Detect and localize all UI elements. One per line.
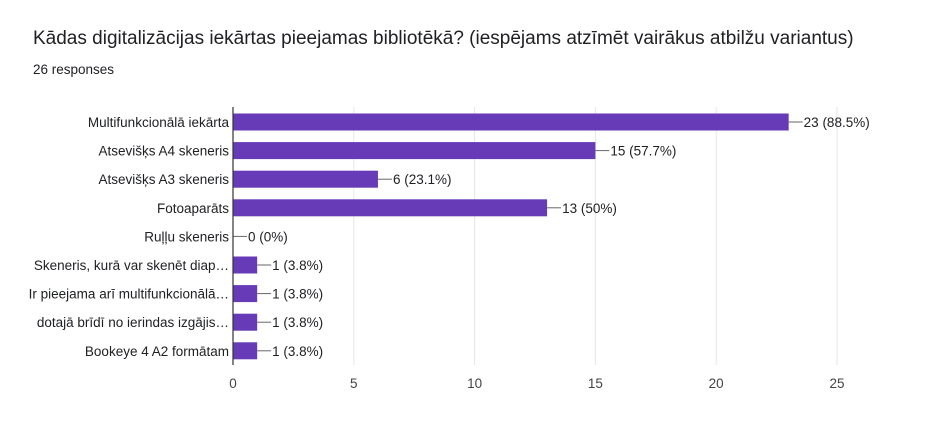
data-label: 15 (57.7%) xyxy=(610,144,676,159)
category-label: Bookeye 4 A2 formātam xyxy=(85,344,229,359)
chart-title: Kādas digitalizācijas iekārtas pieejamas… xyxy=(33,28,854,49)
category-label: Ir pieejama arī multifunkcionālā… xyxy=(29,287,229,302)
bar xyxy=(233,142,596,160)
category-label: Fotoaparāts xyxy=(157,201,229,216)
response-count: 26 responses xyxy=(33,62,115,77)
x-tick-label: 0 xyxy=(229,376,237,391)
data-label: 13 (50%) xyxy=(562,201,617,216)
bar xyxy=(233,170,378,188)
x-tick-label: 5 xyxy=(350,376,358,391)
x-tick-label: 15 xyxy=(588,376,603,391)
bar xyxy=(233,113,789,131)
bar xyxy=(233,342,258,360)
data-label: 0 (0%) xyxy=(248,229,288,244)
data-label: 1 (3.8%) xyxy=(272,315,323,330)
bar xyxy=(233,285,258,303)
data-label: 6 (23.1%) xyxy=(393,172,452,187)
x-tick-label: 25 xyxy=(829,376,844,391)
data-label: 1 (3.8%) xyxy=(272,258,323,273)
data-label: 1 (3.8%) xyxy=(272,287,323,302)
data-label: 23 (88.5%) xyxy=(804,115,870,130)
category-label: Multifunkcionālā iekārta xyxy=(88,115,230,130)
x-tick-label: 20 xyxy=(709,376,724,391)
category-label: dotajā brīdī no ierindas izgājis… xyxy=(37,315,229,330)
category-label: Ruļļu skeneris xyxy=(144,229,229,244)
x-tick-label: 10 xyxy=(467,376,482,391)
bar xyxy=(233,199,548,217)
category-label: Skeneris, kurā var skenēt diap… xyxy=(34,258,229,273)
data-label: 1 (3.8%) xyxy=(272,344,323,359)
bar xyxy=(233,313,258,331)
bar xyxy=(233,256,258,274)
category-label: Atsevišķs A3 skeneris xyxy=(98,172,229,187)
category-label: Atsevišķs A4 skeneris xyxy=(98,144,229,159)
